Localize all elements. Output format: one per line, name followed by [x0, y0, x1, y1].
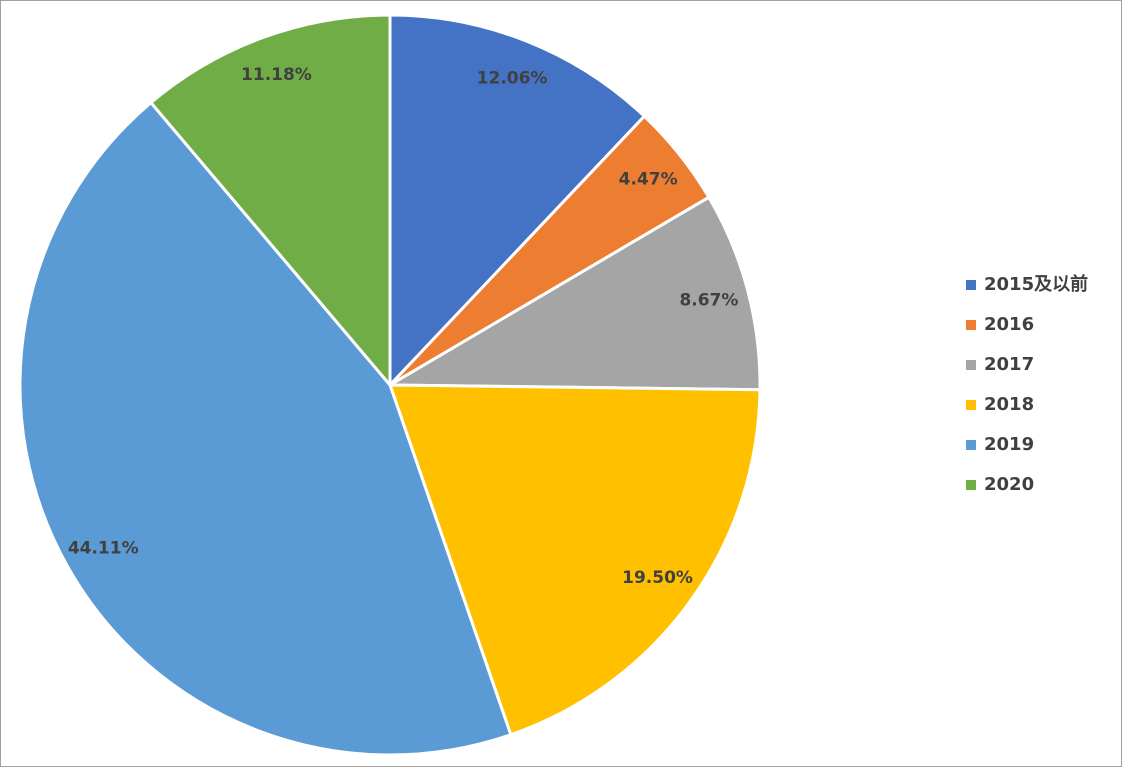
legend-swatch	[966, 280, 976, 290]
pie-slice	[18, 100, 513, 757]
data-label: 12.06%	[477, 68, 548, 88]
legend-swatch	[966, 320, 976, 330]
legend-label: 2016	[984, 314, 1034, 335]
legend-label: 2015及以前	[984, 273, 1088, 295]
data-label: 8.67%	[679, 290, 738, 310]
pie-slice	[387, 383, 762, 737]
legend-swatch	[966, 480, 976, 490]
pie-slice	[384, 195, 762, 392]
legend-swatch	[966, 360, 976, 370]
legend-label: 2018	[984, 394, 1034, 415]
data-label: 19.50%	[622, 568, 693, 588]
legend-label: 2017	[984, 354, 1034, 375]
data-label: 44.11%	[68, 538, 139, 558]
legend-label: 2019	[984, 434, 1034, 455]
legend-swatch	[966, 440, 976, 450]
data-label: 4.47%	[619, 169, 678, 189]
data-label: 11.18%	[241, 65, 312, 85]
pie-slice	[388, 13, 647, 389]
pie-slice	[148, 13, 392, 390]
legend-swatch	[966, 400, 976, 410]
legend-label: 2020	[984, 474, 1034, 495]
